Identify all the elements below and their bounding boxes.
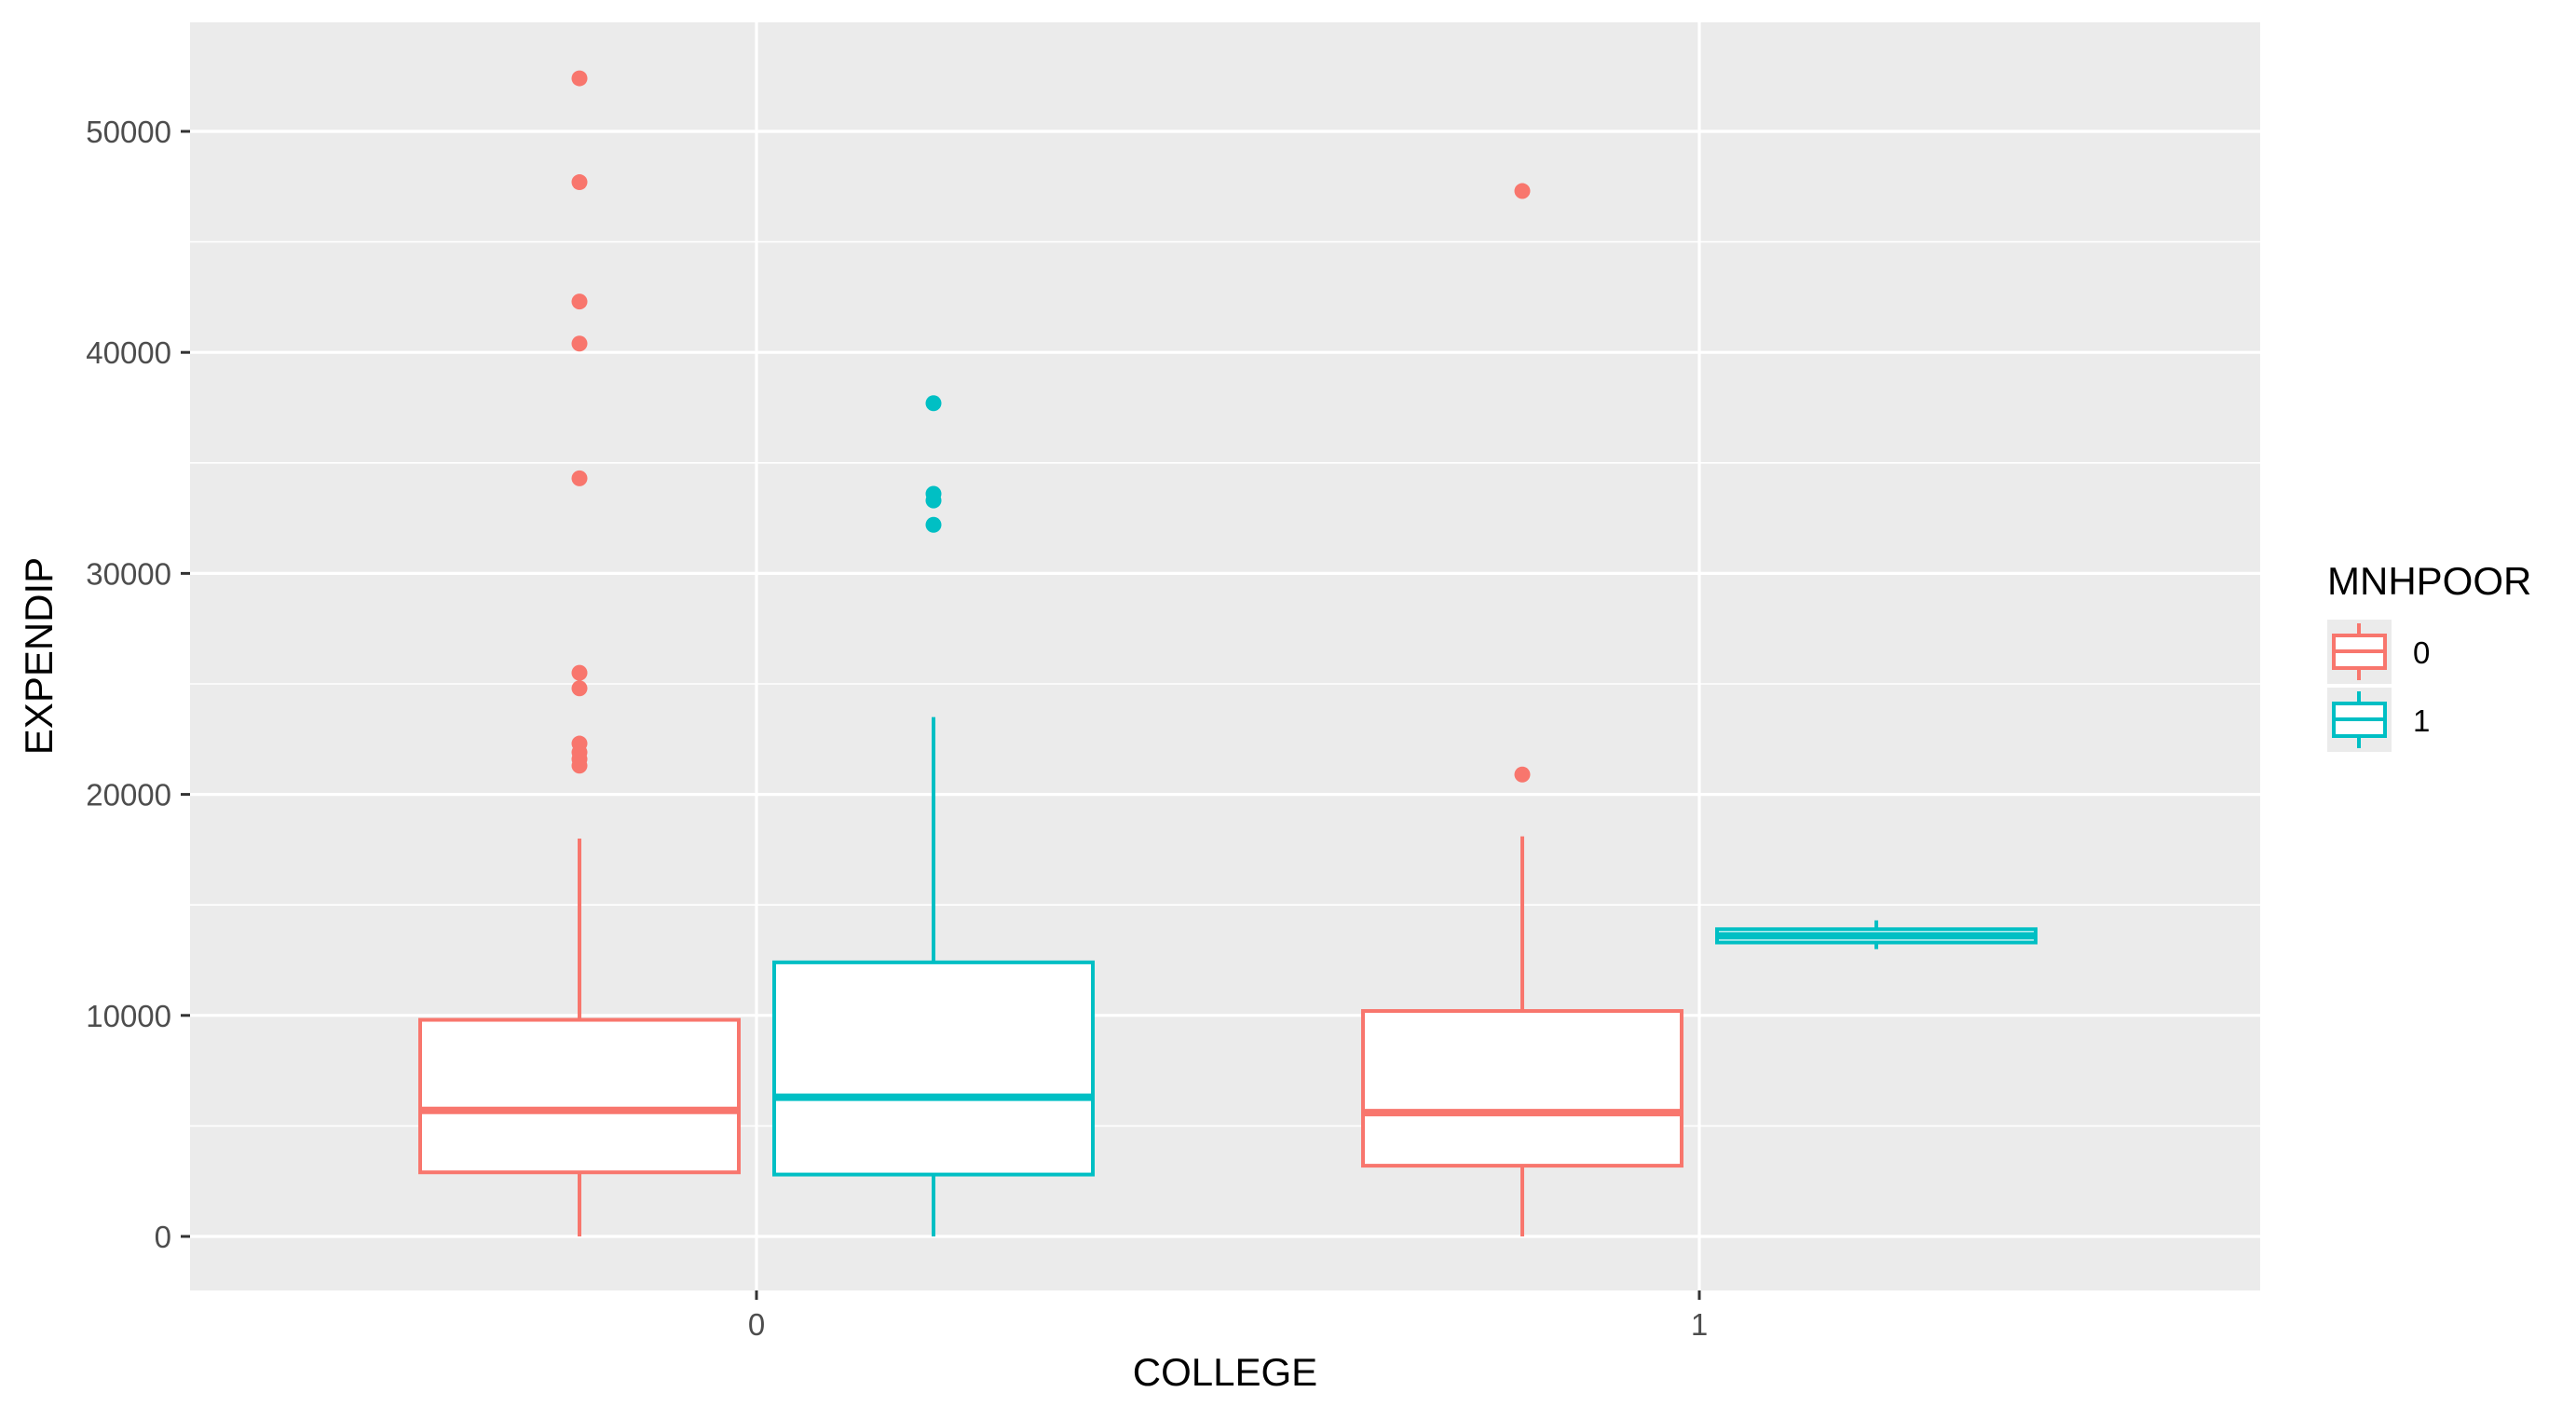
y-tick-label: 30000 <box>86 556 171 591</box>
y-tick-label: 20000 <box>86 778 171 812</box>
box-1-college-1 <box>1715 920 2038 949</box>
outlier-point <box>925 395 942 412</box>
outlier-point <box>571 70 588 87</box>
box-0-college-0 <box>418 70 741 1236</box>
outlier-point <box>571 293 588 310</box>
iqr-box <box>772 960 1095 1177</box>
legend-keys: 01 <box>2327 620 2430 752</box>
x-axis-title: COLLEGE <box>1133 1350 1317 1394</box>
legend-label: 1 <box>2413 703 2430 738</box>
y-tick-label: 10000 <box>86 999 171 1033</box>
outlier-point <box>571 174 588 191</box>
legend-label: 0 <box>2413 635 2430 670</box>
outlier-point <box>925 516 942 533</box>
legend-key-1: 1 <box>2327 688 2430 752</box>
outlier-point <box>925 492 942 509</box>
iqr-box <box>1361 1009 1683 1168</box>
y-tick-label: 50000 <box>86 115 171 149</box>
box-series <box>418 70 2038 1236</box>
iqr-box <box>418 1017 741 1175</box>
legend: MNHPOOR 01 <box>2327 559 2531 752</box>
legend-title: MNHPOOR <box>2327 559 2531 603</box>
major-gridlines <box>190 22 2260 1290</box>
box-0-college-1 <box>1361 183 1683 1236</box>
outlier-point <box>1514 183 1531 199</box>
legend-key-0: 0 <box>2327 620 2430 684</box>
outlier-point <box>571 680 588 697</box>
x-tick-label: 0 <box>748 1307 765 1342</box>
y-tick-label: 40000 <box>86 335 171 370</box>
outlier-point <box>1514 766 1531 783</box>
y-tick-label: 0 <box>155 1220 171 1254</box>
outlier-point <box>571 758 588 774</box>
outlier-point <box>571 664 588 681</box>
y-axis: 0 10000 20000 30000 40000 50000 <box>86 115 190 1254</box>
outlier-point <box>571 335 588 352</box>
y-axis-title: EXPENDIP <box>17 557 61 755</box>
x-tick-label: 1 <box>1691 1307 1708 1342</box>
outlier-point <box>571 470 588 486</box>
box-1-college-0 <box>772 395 1095 1236</box>
